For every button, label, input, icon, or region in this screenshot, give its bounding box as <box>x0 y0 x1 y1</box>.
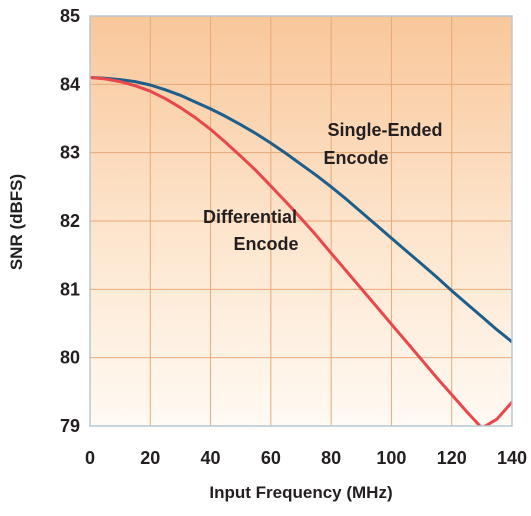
y-tick-label: 80 <box>60 348 80 368</box>
y-tick-label: 84 <box>60 74 80 94</box>
y-tick-label: 82 <box>60 211 80 231</box>
series-layer <box>90 76 512 426</box>
x-tick-label: 60 <box>261 448 281 468</box>
annotation-single-ended-line2: Encode <box>323 148 388 168</box>
x-tick-label: 100 <box>376 448 406 468</box>
plot-frame <box>89 15 513 427</box>
x-axis-title: Input Frequency (MHz) <box>209 483 392 502</box>
x-tick-label: 0 <box>85 448 95 468</box>
y-tick-label: 79 <box>60 416 80 436</box>
series-differential-line <box>90 76 512 426</box>
x-tick-label: 80 <box>321 448 341 468</box>
y-tick-label: 85 <box>60 6 80 26</box>
tick-labels: 0 20 40 60 80 100 120 140 79 80 81 82 83 84 85 <box>60 6 527 468</box>
grid <box>90 16 512 426</box>
x-tick-label: 40 <box>201 448 221 468</box>
y-axis-title: SNR (dBFS) <box>7 174 26 270</box>
annotation-differential-line2: Encode <box>233 234 298 254</box>
annotation-differential-line1: Differential <box>203 207 297 227</box>
x-tick-label: 140 <box>497 448 527 468</box>
annotation-single-ended-line1: Single-Ended <box>327 120 442 140</box>
series-single-ended-line <box>90 76 512 344</box>
y-tick-label: 81 <box>60 279 80 299</box>
x-tick-label: 20 <box>140 448 160 468</box>
x-tick-label: 120 <box>437 448 467 468</box>
y-tick-label: 83 <box>60 143 80 163</box>
